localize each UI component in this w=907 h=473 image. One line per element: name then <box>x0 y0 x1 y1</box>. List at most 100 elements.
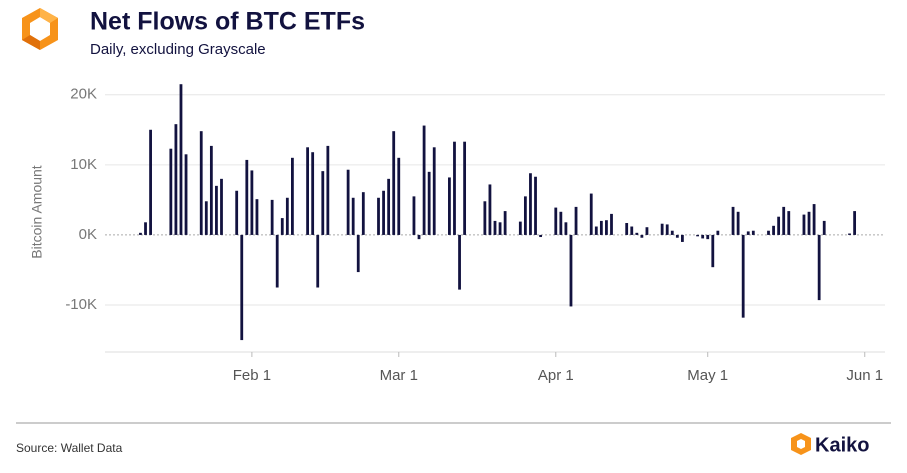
bar <box>382 190 385 235</box>
bar <box>589 193 593 235</box>
bar <box>772 225 775 235</box>
x-tick-label: Feb 1 <box>233 367 271 384</box>
bar <box>463 141 467 235</box>
y-axis-label: Bitcoin Amount <box>29 165 45 258</box>
bar <box>387 178 391 235</box>
bar <box>559 211 563 235</box>
bar <box>782 206 786 235</box>
bar <box>184 154 188 235</box>
bar <box>822 220 826 235</box>
bar <box>356 234 360 273</box>
bar <box>321 171 325 235</box>
brand-logo <box>791 433 811 455</box>
logo <box>22 8 58 50</box>
bar <box>777 216 781 235</box>
bar <box>215 185 218 235</box>
bar <box>696 234 699 237</box>
bar <box>422 125 426 235</box>
bar <box>144 222 147 235</box>
bar <box>488 184 492 235</box>
bar <box>711 234 715 268</box>
bar <box>255 199 259 235</box>
bar <box>503 211 507 235</box>
bar <box>149 129 152 235</box>
bar <box>523 196 527 235</box>
bar <box>716 230 720 235</box>
bar <box>675 234 679 238</box>
bar <box>458 234 461 290</box>
bar <box>731 206 735 235</box>
bar <box>291 157 294 235</box>
bar <box>306 147 309 235</box>
bar <box>417 234 421 240</box>
bar <box>848 233 851 235</box>
bar <box>377 197 380 235</box>
bar <box>361 192 365 235</box>
bar <box>240 234 244 341</box>
bar <box>539 234 542 238</box>
bar <box>427 171 431 235</box>
bar <box>640 234 644 238</box>
bar <box>817 234 821 301</box>
bar <box>250 170 254 235</box>
bar <box>665 224 669 235</box>
bar <box>311 152 315 235</box>
bar <box>209 145 213 235</box>
chart-title: Net Flows of BTC ETFs <box>90 8 365 36</box>
bar <box>751 230 755 235</box>
bar <box>605 220 608 235</box>
bar <box>199 131 203 235</box>
bar <box>635 232 639 235</box>
bar <box>174 124 178 235</box>
bar <box>529 173 532 235</box>
bar <box>285 197 289 235</box>
bar <box>630 226 634 235</box>
bar <box>802 214 806 235</box>
bar <box>594 226 598 235</box>
x-tick-label: Jun 1 <box>846 367 883 384</box>
bar <box>169 148 173 235</box>
bar <box>448 177 451 235</box>
bar <box>564 222 568 235</box>
bar <box>701 234 705 239</box>
bar <box>706 234 710 240</box>
bar <box>670 230 674 235</box>
bar <box>610 213 613 235</box>
bar <box>853 211 857 235</box>
bar <box>554 207 558 235</box>
y-tick-label: 0K <box>79 226 97 243</box>
bar <box>767 230 770 235</box>
bar <box>270 199 274 235</box>
bar <box>235 190 239 235</box>
bar <box>518 221 522 235</box>
y-tick-label: 10K <box>70 156 97 173</box>
bar <box>746 231 750 235</box>
bar <box>807 211 811 235</box>
y-tick-label: -10K <box>65 296 97 313</box>
bar <box>245 159 249 235</box>
bar <box>741 234 745 318</box>
bar <box>574 206 578 235</box>
bar <box>569 234 573 307</box>
bar <box>534 176 537 235</box>
bar <box>346 169 350 235</box>
source: Source: Wallet Data <box>16 441 123 455</box>
y-tick-label: 20K <box>70 86 97 103</box>
x-tick-label: Mar 1 <box>380 367 418 384</box>
bar <box>493 220 497 235</box>
bar <box>204 201 208 235</box>
bar <box>498 222 502 235</box>
bar <box>220 178 223 235</box>
bar <box>412 196 416 235</box>
bar <box>625 223 629 235</box>
bar <box>787 211 791 235</box>
bar <box>483 201 487 235</box>
bar <box>432 147 436 235</box>
bar <box>453 141 456 235</box>
bar <box>660 223 664 235</box>
bar <box>812 204 816 235</box>
x-tick-label: Apr 1 <box>538 367 574 384</box>
bar <box>179 84 183 235</box>
bar <box>736 211 740 235</box>
